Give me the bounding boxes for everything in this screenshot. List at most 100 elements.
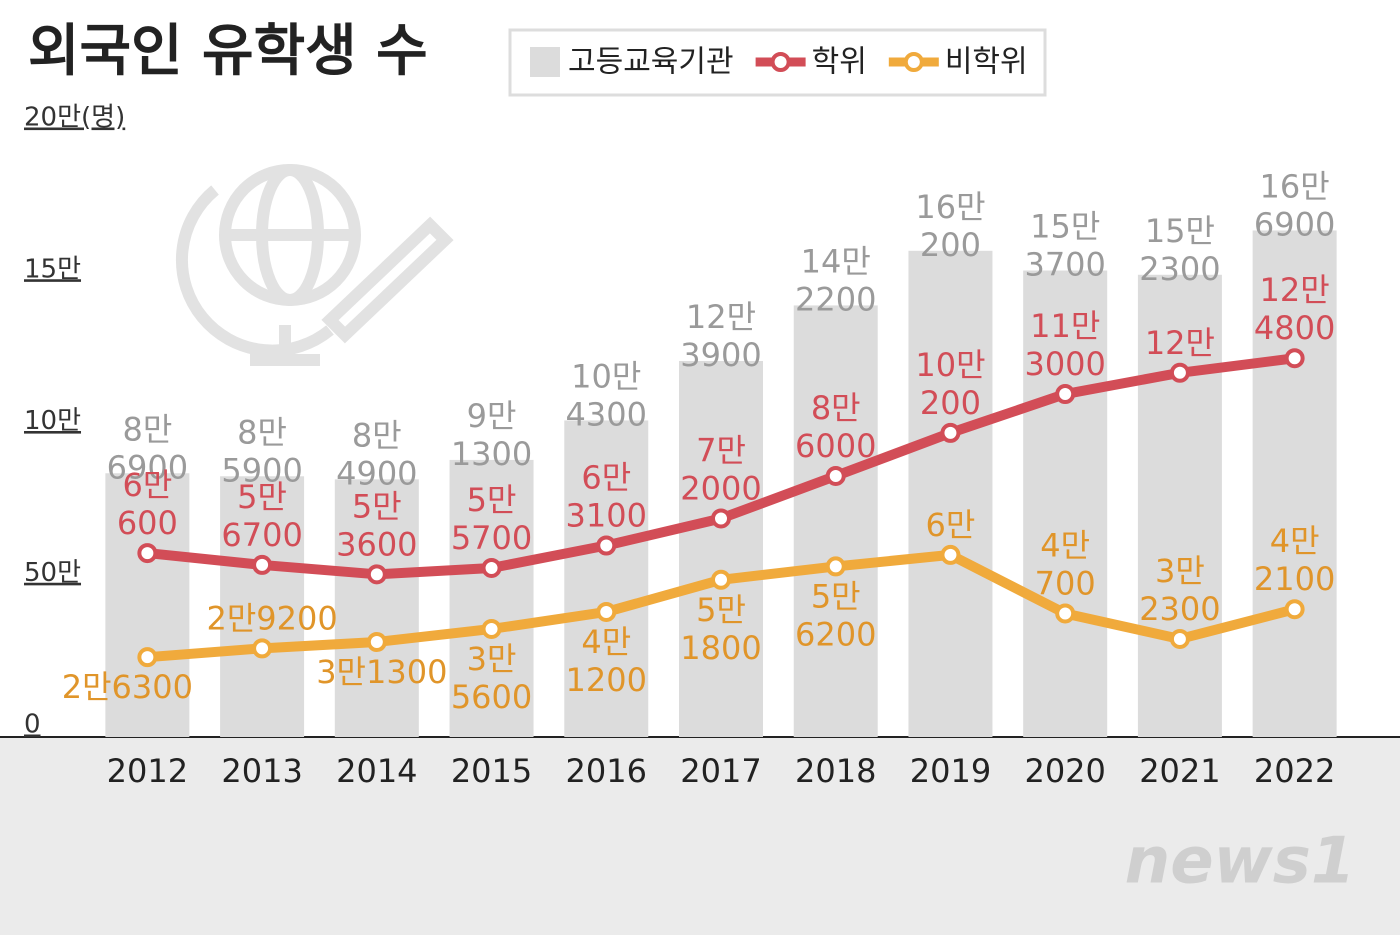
- value-label: 1300: [451, 435, 532, 473]
- value-label: 12만: [1260, 271, 1330, 309]
- value-label: 3600: [336, 525, 417, 563]
- value-label: 4800: [1254, 309, 1335, 347]
- point: [940, 544, 961, 565]
- x-tick-label: 2017: [680, 752, 761, 790]
- bar: [449, 459, 534, 737]
- value-label: 5700: [451, 519, 532, 557]
- x-tick-label: 2016: [566, 752, 647, 790]
- y-tick-label: 10만: [24, 406, 81, 436]
- value-label: 6만: [581, 458, 631, 496]
- bar: [679, 360, 763, 737]
- value-label: 10만: [571, 357, 641, 395]
- x-tick-label: 2022: [1254, 752, 1335, 790]
- value-label: 7만: [696, 431, 746, 469]
- value-label: 2300: [1139, 250, 1220, 288]
- x-tick-label: 2015: [451, 752, 532, 790]
- value-label: 4300: [566, 395, 647, 433]
- value-label: 3700: [1024, 246, 1105, 284]
- logo: news1: [1125, 825, 1356, 899]
- bar: [1023, 270, 1108, 737]
- value-label: 6200: [795, 615, 876, 653]
- value-label: 5만: [352, 487, 402, 525]
- value-label: 1200: [566, 661, 647, 699]
- x-tick-label: 2019: [910, 752, 991, 790]
- value-label: 3000: [1024, 345, 1105, 383]
- value-label: 8만: [352, 416, 402, 454]
- value-label: 16만: [915, 188, 985, 226]
- bar: [334, 479, 419, 737]
- value-label: 3900: [680, 336, 761, 374]
- bar: [564, 420, 649, 737]
- value-label: 2100: [1254, 560, 1335, 598]
- point: [1055, 384, 1076, 405]
- point: [711, 508, 731, 529]
- point: [596, 601, 617, 622]
- value-label: 600: [117, 504, 178, 542]
- value-label: 5만: [467, 481, 517, 519]
- bar: [105, 473, 190, 737]
- value-label: 6900: [107, 448, 188, 486]
- y-tick-label: 0: [24, 710, 41, 740]
- point: [825, 465, 846, 486]
- value-label: 4만: [1040, 526, 1090, 564]
- value-label: 5900: [221, 451, 302, 489]
- x-tick-label: 2018: [795, 752, 876, 790]
- value-label: 1800: [680, 629, 761, 667]
- value-label: 6000: [795, 427, 876, 465]
- value-label: 2300: [1139, 590, 1220, 628]
- chart-title: 외국인 유학생 수: [28, 19, 428, 84]
- legend-swatch: [770, 52, 791, 72]
- value-label: 6700: [221, 516, 302, 554]
- value-label: 4만: [1270, 522, 1320, 560]
- value-label: 10만: [915, 346, 985, 384]
- value-label: 8만: [237, 413, 287, 451]
- x-tick-label: 2020: [1024, 752, 1105, 790]
- x-tick-label: 2014: [336, 752, 417, 790]
- value-label: 700: [1035, 564, 1096, 602]
- value-label: 4만: [581, 623, 631, 661]
- bar: [1137, 274, 1222, 737]
- value-label: 4900: [336, 454, 417, 492]
- bar: [908, 250, 993, 737]
- point: [366, 564, 387, 585]
- value-label: 12만: [1145, 324, 1215, 362]
- legend-swatch: [903, 52, 924, 72]
- value-label: 15만: [1030, 208, 1100, 246]
- legend-swatch: [530, 47, 560, 77]
- point: [252, 554, 273, 575]
- point: [1055, 603, 1076, 624]
- value-label: 8만: [122, 410, 172, 448]
- point: [481, 618, 502, 639]
- point: [711, 569, 731, 590]
- bar: [1252, 230, 1337, 737]
- value-label: 2만9200: [206, 599, 337, 637]
- point: [137, 543, 158, 564]
- value-label: 6만: [926, 506, 976, 544]
- value-label: 3100: [566, 496, 647, 534]
- value-label: 5만: [811, 577, 861, 615]
- bar: [220, 476, 305, 737]
- value-label: 5만: [237, 478, 287, 516]
- value-label: 16만: [1260, 167, 1330, 205]
- x-tick-label: 2021: [1139, 752, 1220, 790]
- value-label: 12만: [686, 298, 756, 336]
- value-label: 200: [920, 384, 981, 422]
- value-label: 5만: [696, 591, 746, 629]
- value-label: 14만: [801, 242, 871, 280]
- value-label: 3만: [467, 640, 517, 678]
- value-label: 5600: [451, 678, 532, 716]
- y-tick-label: 15만: [24, 254, 81, 284]
- point: [596, 535, 617, 556]
- point: [1169, 362, 1190, 383]
- legend-label: 학위: [812, 45, 867, 80]
- value-label: 9만: [467, 397, 517, 435]
- point: [1169, 628, 1190, 649]
- point: [137, 647, 158, 668]
- bar: [793, 305, 878, 737]
- value-label: 3만1300: [316, 653, 447, 691]
- point: [1284, 348, 1305, 369]
- value-label: 15만: [1145, 212, 1215, 250]
- legend-label: 비학위: [945, 45, 1028, 80]
- x-tick-label: 2012: [107, 752, 188, 790]
